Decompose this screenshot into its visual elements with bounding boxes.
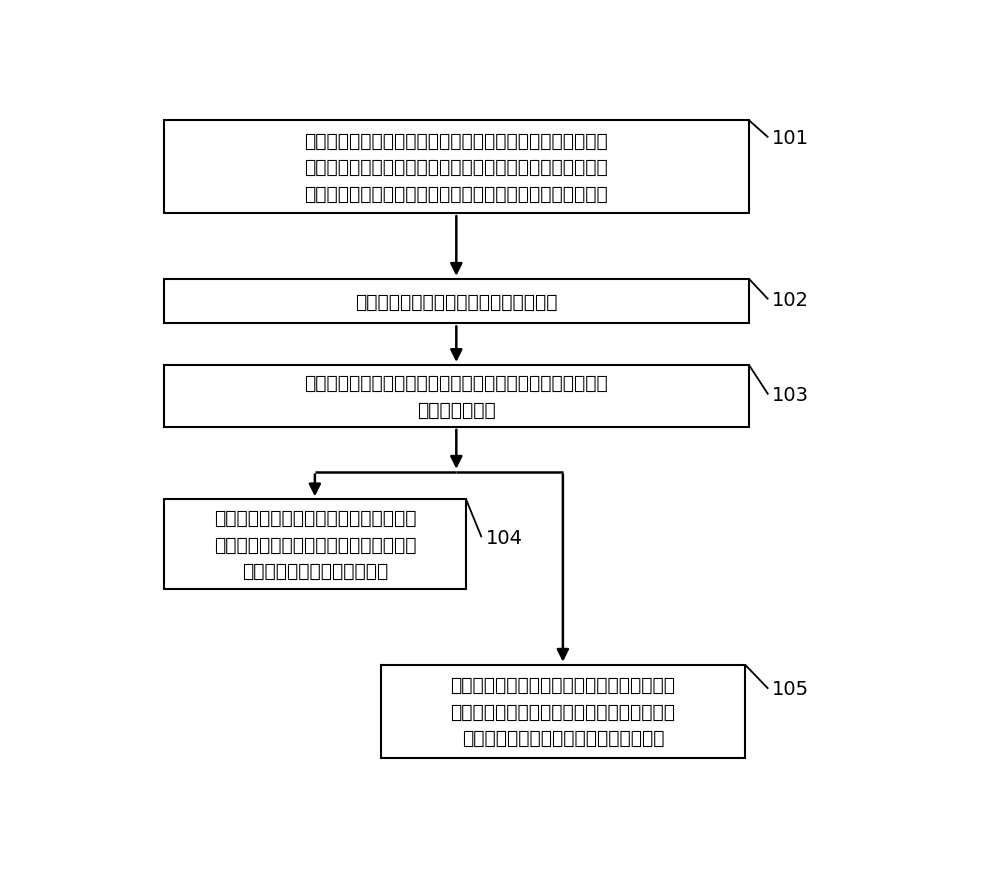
Text: 根据接收到的指令生成第一参考有功功率: 根据接收到的指令生成第一参考有功功率 bbox=[355, 292, 558, 311]
Text: 在接收到的指令为稳定控制指令时，在新
能源电站的有功功率的输出范围内根据第
一参考有功功率输出有功功率: 在接收到的指令为稳定控制指令时，在新 能源电站的有功功率的输出范围内根据第 一参… bbox=[214, 509, 416, 580]
Bar bbox=[164, 500, 466, 589]
Text: 在接收到的指令为非稳定控制指令时，接收到
复归命令后在新能源电站的有功功率的输出范
围内根据第二参考有功功率输出有功功率: 在接收到的指令为非稳定控制指令时，接收到 复归命令后在新能源电站的有功功率的输出… bbox=[450, 675, 675, 747]
Text: 103: 103 bbox=[772, 385, 809, 404]
Bar bbox=[164, 366, 749, 427]
Text: 根据新能源电站的信息及预设系数，得到新能源电站的最大可
提升功率和最大可回降功率，根据新能源电站的最大可提升功
率和最大可回降功率，得到新能源电站的有功功率的输: 根据新能源电站的信息及预设系数，得到新能源电站的最大可 提升功率和最大可回降功率… bbox=[304, 131, 608, 204]
Text: 105: 105 bbox=[772, 679, 809, 698]
Text: 根据新能源电站的并网点的频率及第一参考有功功率，得到第
二参考有功功率: 根据新能源电站的并网点的频率及第一参考有功功率，得到第 二参考有功功率 bbox=[304, 374, 608, 419]
Bar bbox=[381, 665, 745, 758]
Text: 102: 102 bbox=[772, 291, 809, 309]
Text: 104: 104 bbox=[485, 528, 522, 547]
Text: 101: 101 bbox=[772, 129, 809, 148]
Bar bbox=[164, 121, 749, 214]
Bar bbox=[164, 279, 749, 325]
